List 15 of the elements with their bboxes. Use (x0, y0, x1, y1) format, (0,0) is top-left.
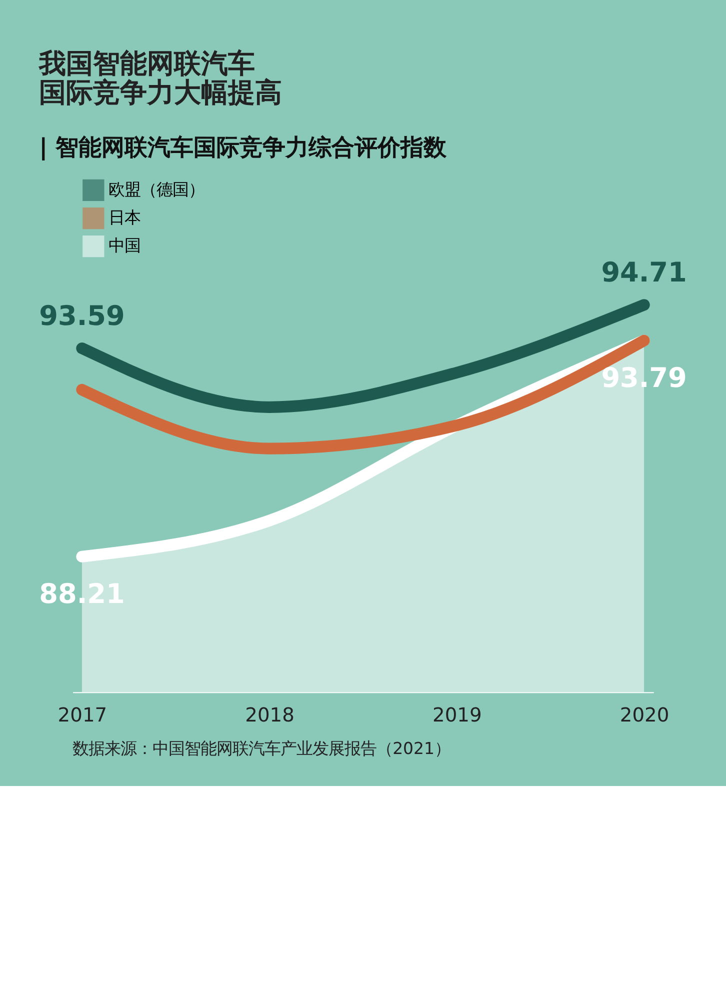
x-tick-label: 2018 (245, 704, 294, 727)
legend-label: 日本 (108, 208, 140, 228)
data-label: 93.79 (601, 363, 687, 394)
annotation: 数据来源：中国智能网联汽车产业发展报告（2021） (72, 739, 450, 758)
legend-label: 中国 (108, 236, 140, 256)
data-label: 88.21 (39, 579, 125, 610)
x-tick-label: 2017 (58, 704, 108, 727)
text: 国际竞争力大幅提高 (39, 78, 282, 109)
text: 我国智能网联汽车 (39, 48, 256, 80)
chart-subtitle: | 智能网联汽车国际竞争力综合评价指数 (39, 134, 448, 161)
legend-label: 欧盟（德国） (108, 180, 204, 200)
x-tick-label: 2020 (620, 704, 670, 727)
data-label: 94.71 (601, 258, 687, 289)
data-label: 93.59 (39, 301, 125, 332)
x-tick-label: 2019 (432, 704, 482, 727)
